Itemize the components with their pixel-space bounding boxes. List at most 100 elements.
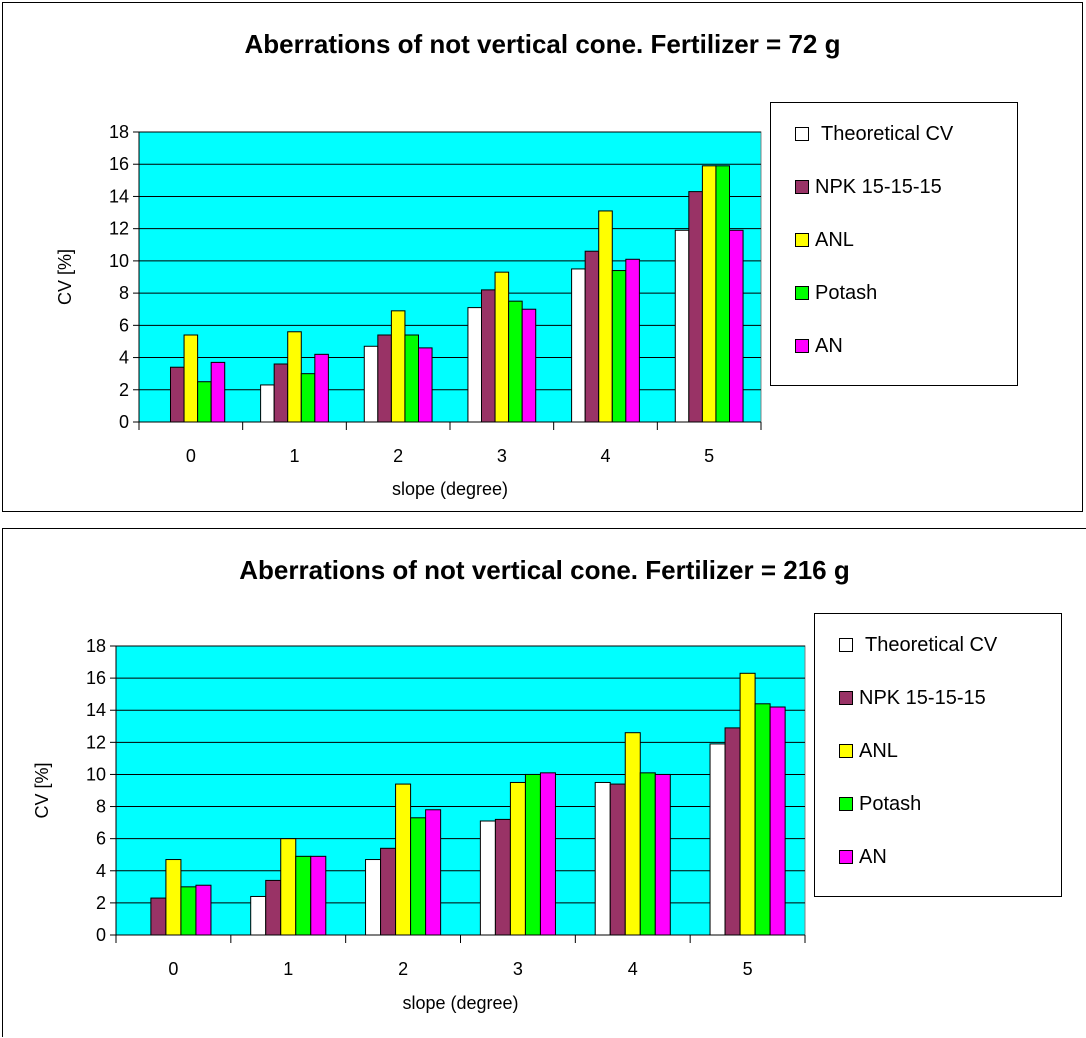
- legend-label: Potash: [815, 281, 878, 304]
- x-tick-label: 5: [743, 959, 753, 979]
- legend-swatch: [795, 286, 809, 300]
- legend-label: ANL: [815, 228, 854, 251]
- bar-an: [729, 229, 744, 423]
- bar-anl: [165, 859, 182, 936]
- bar-anl: [390, 310, 406, 423]
- y-tick-label: 14: [86, 700, 106, 720]
- bar-potash: [295, 855, 312, 936]
- bar-theoretical-cv: [674, 229, 690, 423]
- x-tick-label: 1: [289, 446, 299, 466]
- y-axis-title: CV [%]: [32, 762, 52, 818]
- y-tick-label: 2: [96, 893, 106, 913]
- bar-potash: [639, 772, 656, 936]
- legend-swatch: [839, 744, 853, 758]
- bar-an: [539, 772, 556, 936]
- legend-swatch: [795, 180, 809, 194]
- legend-item-an: AN: [839, 846, 887, 868]
- bar-an: [769, 706, 786, 936]
- x-axis-title: slope (degree): [392, 479, 508, 499]
- plot-area: [115, 645, 806, 936]
- legend-swatch: [795, 233, 809, 247]
- legend-label: AN: [859, 845, 887, 868]
- bar-an: [195, 884, 212, 936]
- bar-npk-15-15-15: [609, 783, 626, 936]
- y-tick-label: 4: [96, 861, 106, 881]
- legend-swatch: [839, 638, 853, 652]
- legend-label: Theoretical CV: [865, 633, 998, 656]
- bar-npk-15-15-15: [265, 879, 282, 936]
- y-tick-label: 0: [119, 412, 129, 432]
- bar-anl: [287, 331, 302, 423]
- legend-label: Potash: [859, 792, 922, 815]
- y-tick-label: 6: [96, 829, 106, 849]
- bar-theoretical-cv: [467, 307, 482, 423]
- bar-potash: [197, 381, 212, 423]
- legend-swatch: [839, 691, 853, 705]
- chart-title: Aberrations of not vertical cone. Fertil…: [244, 29, 841, 59]
- x-tick-label: 2: [393, 446, 403, 466]
- bar-anl: [701, 165, 717, 423]
- bar-an: [425, 809, 442, 936]
- y-tick-label: 10: [86, 764, 106, 784]
- x-tick-label: 2: [398, 959, 408, 979]
- y-tick-label: 6: [119, 315, 129, 335]
- y-tick-label: 10: [109, 251, 129, 271]
- bar-theoretical-cv: [260, 384, 275, 423]
- bar-an: [654, 773, 671, 936]
- bar-theoretical-cv: [479, 820, 496, 936]
- bar-potash: [410, 817, 427, 936]
- bar-potash: [715, 165, 731, 423]
- bar-potash: [524, 773, 541, 936]
- bar-anl: [624, 732, 641, 936]
- legend-swatch: [795, 127, 809, 141]
- y-tick-label: 18: [109, 122, 129, 142]
- bar-an: [314, 353, 329, 423]
- bar-theoretical-cv: [363, 345, 379, 423]
- y-axis-title: CV [%]: [55, 249, 75, 305]
- y-tick-label: 8: [96, 797, 106, 817]
- plot-area: [138, 131, 762, 423]
- y-tick-label: 16: [109, 154, 129, 174]
- legend-label: Theoretical CV: [821, 122, 954, 145]
- x-tick-label: 3: [513, 959, 523, 979]
- legend-item-potash: Potash: [795, 282, 877, 304]
- bar-npk-15-15-15: [380, 847, 397, 936]
- y-tick-label: 0: [96, 925, 106, 945]
- legend-label: NPK 15-15-15: [859, 686, 986, 709]
- legend-item-an: AN: [795, 335, 843, 357]
- legend-item-theoretical-cv: Theoretical CV: [795, 123, 953, 145]
- x-tick-label: 0: [186, 446, 196, 466]
- bar-npk-15-15-15: [494, 818, 511, 936]
- x-tick-label: 3: [497, 446, 507, 466]
- y-tick-label: 16: [86, 668, 106, 688]
- legend-item-potash: Potash: [839, 793, 921, 815]
- bar-theoretical-cv: [594, 781, 611, 936]
- bar-anl: [183, 334, 199, 423]
- y-tick-label: 12: [109, 219, 129, 239]
- bar-potash: [300, 373, 316, 423]
- legend-item-npk: NPK 15-15-15: [839, 687, 986, 709]
- y-tick-label: 18: [86, 636, 106, 656]
- bar-npk-15-15-15: [584, 250, 600, 423]
- legend-label: AN: [815, 334, 843, 357]
- bar-npk-15-15-15: [480, 289, 496, 423]
- legend-item-theoretical-cv: Theoretical CV: [839, 634, 997, 656]
- chart-216g: Aberrations of not vertical cone. Fertil…: [2, 528, 1086, 1037]
- bar-npk-15-15-15: [169, 366, 185, 423]
- chart-legend: Theoretical CV NPK 15-15-15 ANL Potash A…: [770, 102, 1018, 386]
- bar-anl: [739, 672, 756, 936]
- y-tick-label: 2: [119, 380, 129, 400]
- bar-npk-15-15-15: [150, 897, 167, 936]
- x-axis-title: slope (degree): [402, 993, 518, 1013]
- bar-anl: [280, 838, 297, 936]
- legend-label: ANL: [859, 739, 898, 762]
- x-tick-label: 0: [168, 959, 178, 979]
- bar-potash: [508, 300, 523, 423]
- bar-npk-15-15-15: [377, 334, 392, 423]
- bar-an: [418, 347, 433, 423]
- bar-anl: [494, 271, 510, 423]
- bar-potash: [754, 703, 771, 936]
- chart-title: Aberrations of not vertical cone. Fertil…: [239, 555, 850, 585]
